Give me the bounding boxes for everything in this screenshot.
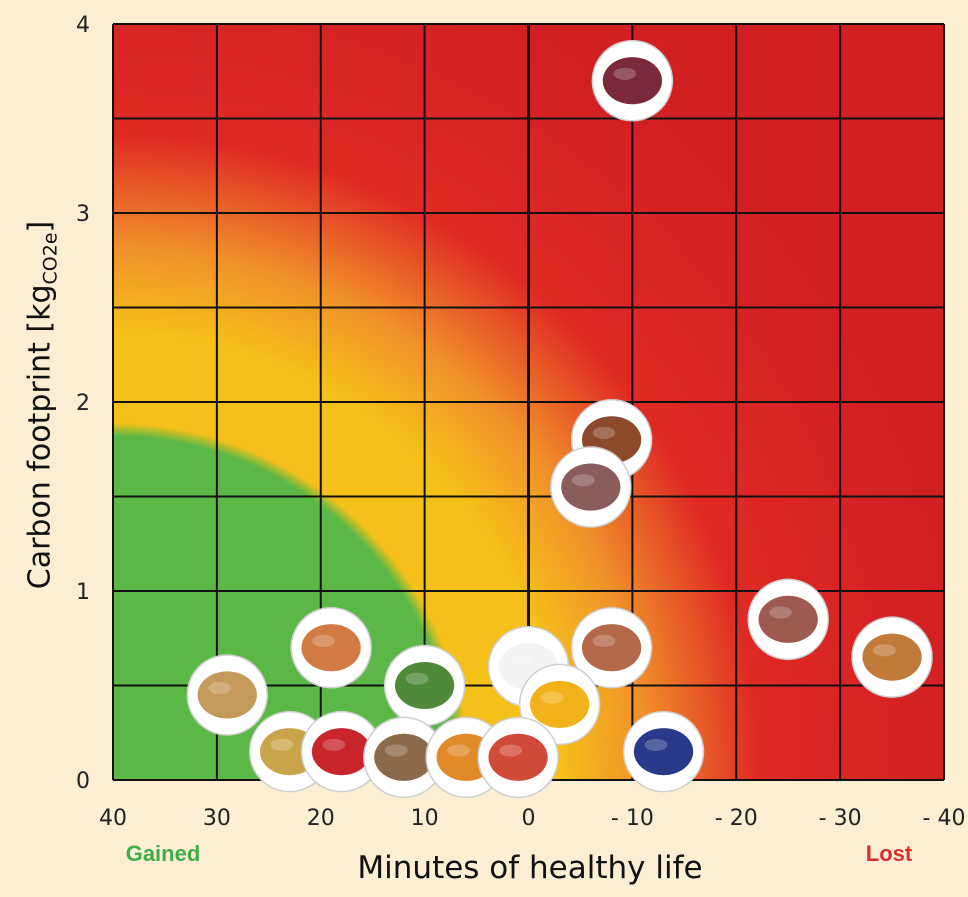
marker-highlight bbox=[405, 672, 429, 685]
x-tick-label: - 20 bbox=[715, 806, 758, 831]
marker-food bbox=[394, 661, 455, 710]
marker-food bbox=[633, 728, 694, 776]
fruit-salad-icon bbox=[477, 716, 559, 799]
marker-highlight bbox=[509, 653, 533, 666]
lost-label: Lost bbox=[865, 841, 913, 866]
marker-highlight bbox=[499, 744, 522, 757]
hot-dog-icon bbox=[851, 616, 933, 698]
marker-food bbox=[561, 463, 621, 511]
marker-food bbox=[862, 633, 922, 681]
marker-food bbox=[374, 733, 434, 781]
marker-food bbox=[602, 57, 663, 105]
marker-highlight bbox=[312, 634, 335, 647]
marker-food bbox=[581, 624, 642, 672]
marker-highlight bbox=[613, 67, 637, 80]
y-axis-title: Carbon footprint [kgCO2e] bbox=[22, 220, 62, 590]
marker-highlight bbox=[769, 606, 792, 619]
pizza-icon bbox=[570, 606, 653, 689]
marker-food bbox=[311, 728, 372, 776]
marker-highlight bbox=[322, 738, 346, 751]
marker-food bbox=[530, 680, 590, 728]
y-tick-label: 4 bbox=[76, 13, 90, 38]
marker-highlight bbox=[873, 644, 896, 657]
pork-icon bbox=[747, 578, 829, 661]
x-tick-label: 20 bbox=[307, 806, 335, 831]
y-tick-label: 2 bbox=[76, 391, 90, 416]
x-tick-label: 0 bbox=[522, 806, 536, 831]
y-tick-label: 0 bbox=[76, 769, 90, 794]
grid-lines bbox=[112, 23, 945, 781]
sandwich-icon bbox=[186, 654, 269, 736]
pickles-icon bbox=[383, 644, 466, 727]
x-tick-label: 10 bbox=[411, 806, 439, 831]
y-tick-label: 3 bbox=[76, 202, 90, 227]
gained-label: Gained bbox=[125, 841, 201, 866]
grains-icon bbox=[363, 716, 445, 799]
bacon-icon bbox=[550, 446, 632, 528]
marker-highlight bbox=[208, 682, 232, 695]
x-tick-label: 30 bbox=[203, 806, 231, 831]
marker-food bbox=[301, 624, 361, 672]
salmon-icon bbox=[290, 606, 372, 689]
marker-highlight bbox=[644, 738, 668, 751]
marker-highlight bbox=[592, 426, 616, 440]
marker-highlight bbox=[592, 634, 616, 647]
x-tick-label: 40 bbox=[99, 806, 127, 831]
soft-drink-icon bbox=[622, 710, 705, 793]
x-tick-label: - 40 bbox=[923, 806, 966, 831]
marker-highlight bbox=[540, 691, 564, 704]
marker-highlight bbox=[447, 744, 470, 757]
x-tick-label: - 10 bbox=[611, 806, 654, 831]
marker-food bbox=[197, 671, 257, 719]
marker-highlight bbox=[270, 738, 294, 751]
marker-food bbox=[488, 733, 548, 781]
x-tick-label: - 30 bbox=[819, 806, 862, 831]
marker-highlight bbox=[571, 474, 595, 487]
marker-highlight bbox=[384, 744, 408, 757]
apple-icon bbox=[300, 710, 383, 793]
y-tick-label: 1 bbox=[76, 580, 90, 605]
marker-food bbox=[758, 595, 818, 643]
x-axis-title: Minutes of healthy life bbox=[357, 850, 703, 886]
beef-steak-icon bbox=[591, 39, 674, 122]
